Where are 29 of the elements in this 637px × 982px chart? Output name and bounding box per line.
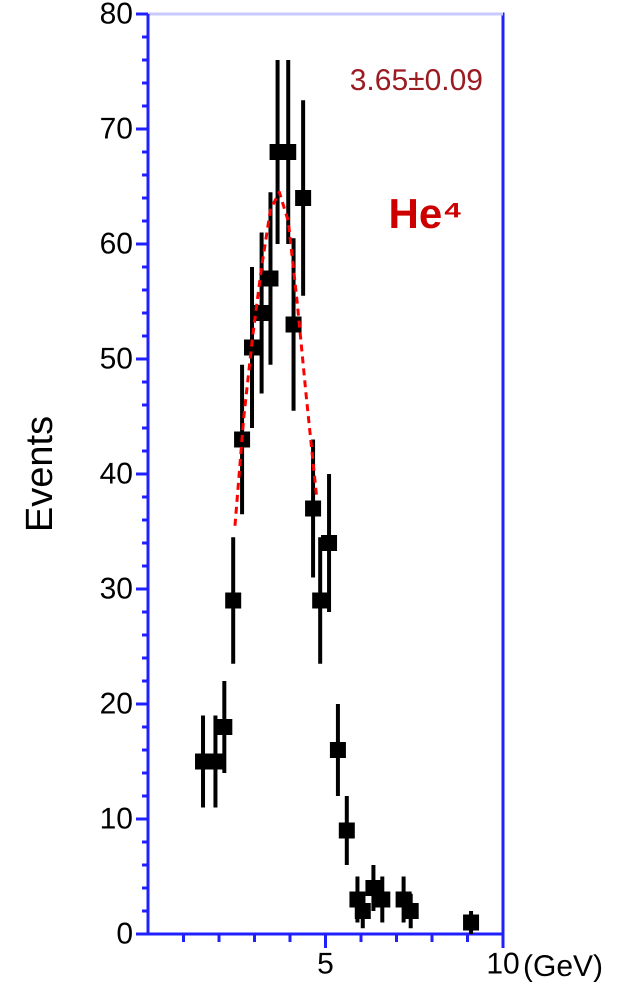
y-tick-label: 50 xyxy=(100,342,133,376)
y-tick-label: 0 xyxy=(116,918,133,951)
y-tick-label: 10 xyxy=(100,802,133,836)
annotation: 3.65±0.09 xyxy=(350,64,483,97)
point xyxy=(374,892,390,908)
point xyxy=(305,500,322,516)
point xyxy=(330,742,346,758)
x-tick-label: 5 xyxy=(317,947,334,980)
y-tick-label: 70 xyxy=(100,112,133,146)
y-tick-label: 30 xyxy=(100,572,133,606)
annotation: He⁴ xyxy=(388,190,463,237)
y-tick-label: 60 xyxy=(100,228,133,261)
point xyxy=(321,535,338,551)
point xyxy=(234,432,250,448)
point xyxy=(338,822,355,838)
y-tick-label: 40 xyxy=(100,458,133,491)
point xyxy=(262,270,278,286)
x-axis-title: (GeV) xyxy=(523,950,604,982)
point xyxy=(216,719,232,735)
point xyxy=(295,190,312,206)
y-axis-title: Events xyxy=(19,416,61,532)
point xyxy=(312,592,328,608)
y-tick-label: 80 xyxy=(100,0,133,31)
point xyxy=(354,903,371,919)
point xyxy=(463,914,480,930)
y-tick-label: 20 xyxy=(100,688,133,721)
line-series xyxy=(233,190,318,528)
point xyxy=(286,316,302,332)
point xyxy=(225,592,242,608)
